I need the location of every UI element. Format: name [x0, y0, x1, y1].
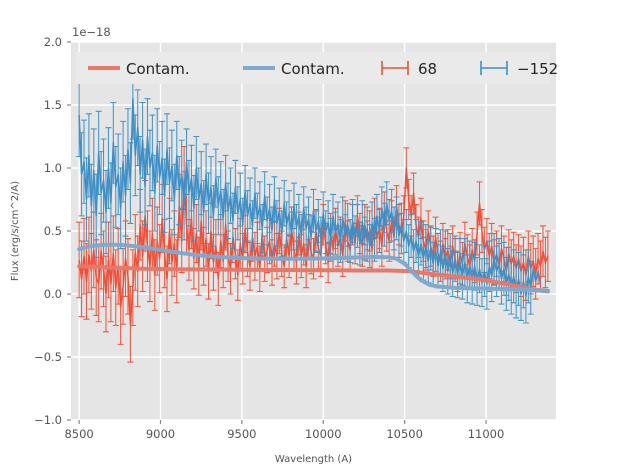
legend-label: Contam. [281, 60, 345, 78]
ytick-label: 1.5 [44, 98, 62, 112]
xtick-label: 10500 [386, 427, 423, 441]
xtick-label: 8500 [64, 427, 93, 441]
legend-label: 68 [418, 60, 437, 78]
legend-errorbar-swatch [480, 61, 508, 75]
legend-item-68[interactable]: 68 [381, 60, 437, 78]
ytick-label: 2.0 [44, 35, 62, 49]
tick-marks-and-labels: 8500 9000 9500 10000 10500 11000 −1.0 −0.5 0.0 0.… [34, 35, 504, 441]
ytick-label: −1.0 [34, 413, 62, 427]
series--152 [76, 57, 542, 324]
ytick-label: 1.0 [44, 161, 62, 175]
contamination-line [77, 264, 550, 294]
legend-item--152[interactable]: −152 [480, 60, 558, 78]
xtick-label: 9000 [146, 427, 175, 441]
legend-errorbar-swatch [381, 61, 409, 75]
ytick-label: −0.5 [34, 350, 62, 364]
y-axis-label: Flux (erg/s/cm^2/A) [10, 181, 21, 281]
series-contam-red- [77, 264, 550, 294]
series-line [78, 97, 542, 298]
axis-titles: 1e−18 Wavelength (A) Flux (erg/s/cm^2/A) [10, 25, 352, 465]
x-axis-label: Wavelength (A) [275, 454, 352, 465]
legend-label: −152 [517, 60, 558, 78]
ytick-label: 0.5 [44, 224, 62, 238]
series-contam-blue- [77, 242, 550, 293]
legend[interactable]: Contam. Contam. 68 −152 [76, 52, 558, 84]
data-series-group [76, 57, 551, 363]
legend-label: Contam. [126, 60, 190, 78]
legend-background [76, 52, 550, 84]
contamination-line [77, 242, 550, 293]
legend-item-contam-[interactable]: Contam. [88, 60, 190, 78]
ytick-label: 0.0 [44, 287, 62, 301]
xtick-label: 9500 [227, 427, 256, 441]
y-axis-offset-label: 1e−18 [72, 25, 111, 39]
xtick-label: 10000 [305, 427, 342, 441]
xtick-label: 11000 [468, 427, 505, 441]
legend-item-contam-[interactable]: Contam. [243, 60, 345, 78]
